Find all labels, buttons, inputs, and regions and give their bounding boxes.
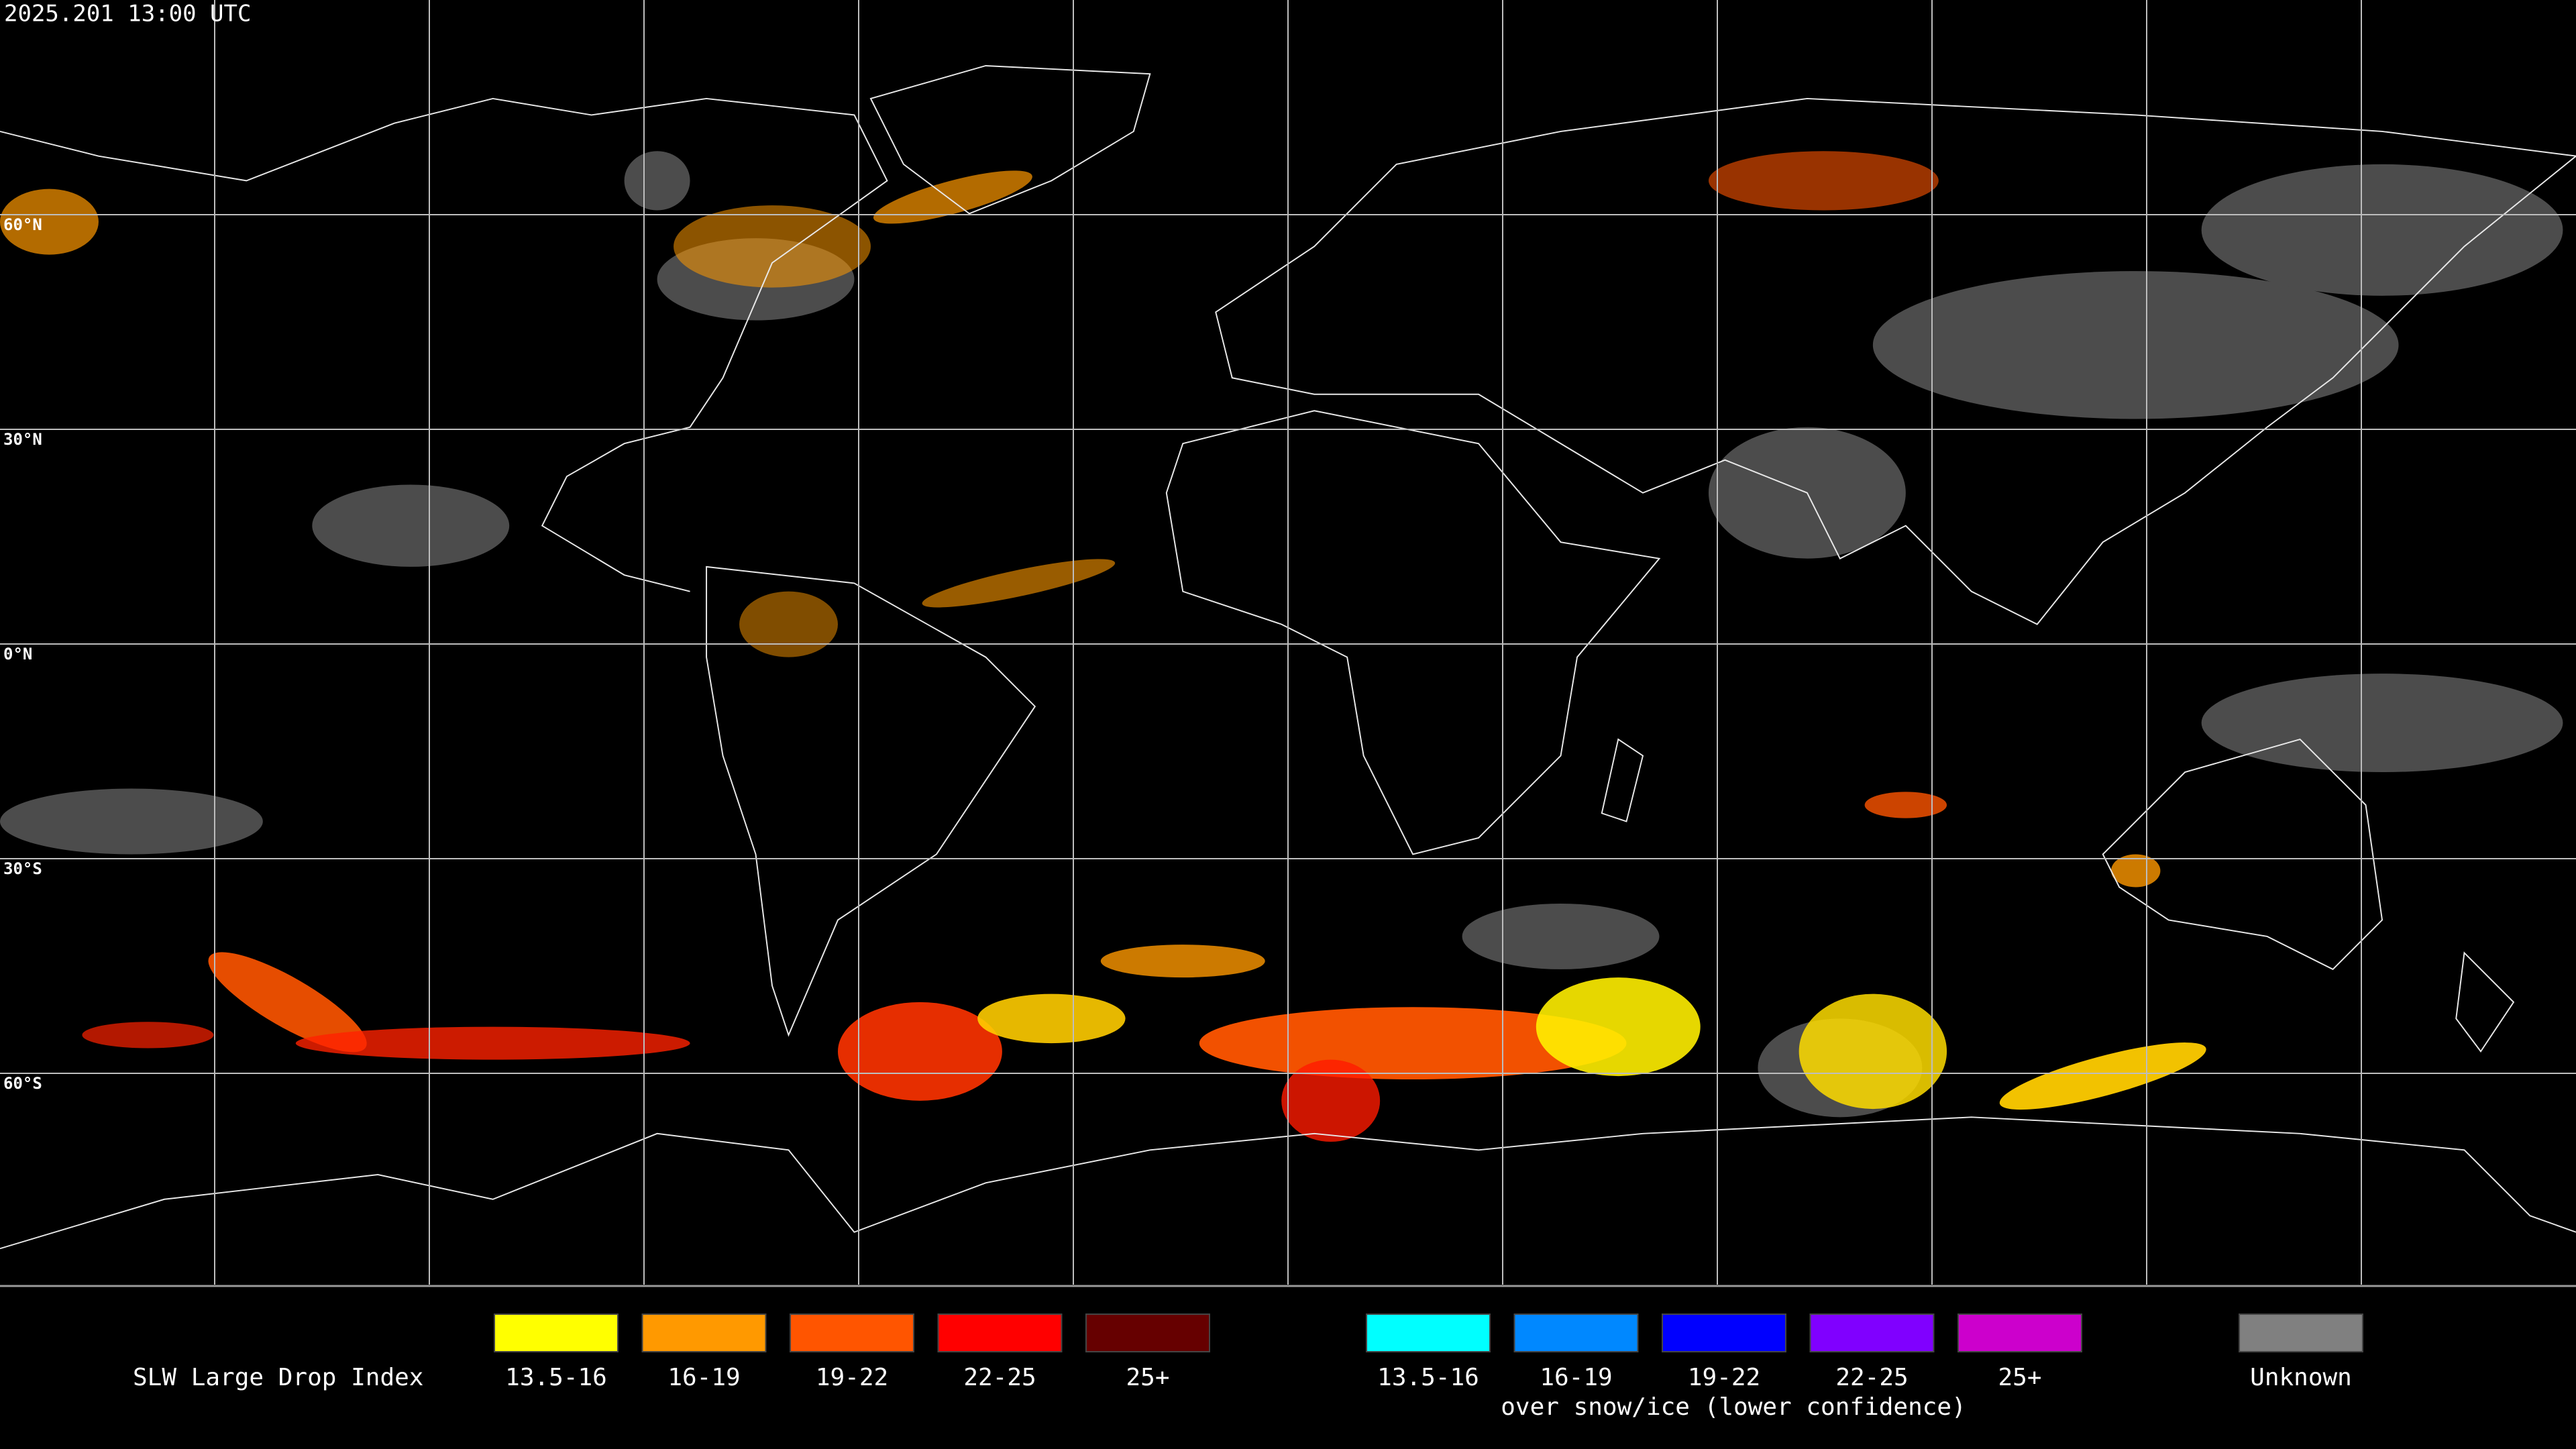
- legend-label: 13.5-16: [505, 1364, 607, 1391]
- latitude-label: 60°S: [3, 1074, 42, 1093]
- timestamp: 2025.201 13:00 UTC: [4, 1, 251, 28]
- legend-swatch: [1513, 1313, 1639, 1352]
- legend-label: 16-19: [1540, 1364, 1612, 1391]
- legend-label: 25+: [1998, 1364, 2041, 1391]
- legend-caption: over snow/ice (lower confidence): [1501, 1393, 1966, 1421]
- legend-swatch: [494, 1313, 619, 1352]
- legend-label: 19-22: [1688, 1364, 1760, 1391]
- legend-title: SLW Large Drop Index: [133, 1364, 423, 1391]
- legend-label: 16-19: [667, 1364, 740, 1391]
- legend: 13.5-16 16-19 19-22 22-25 25+ 13.5-16 16-19 19-…: [494, 1313, 2363, 1391]
- coastlines: [0, 64, 2576, 1250]
- legend-label: 25+: [1126, 1364, 1169, 1391]
- latitude-label: 60°N: [3, 215, 42, 234]
- map: [0, 0, 2576, 1287]
- legend-swatch: [641, 1313, 767, 1352]
- latitude-label: 30°S: [3, 859, 42, 878]
- legend-swatch: [790, 1313, 914, 1352]
- legend-label: Unknown: [2250, 1364, 2352, 1391]
- legend-swatch: [1809, 1313, 1935, 1352]
- map-layers: [0, 64, 2576, 1250]
- latitude-label: 0°N: [3, 645, 32, 663]
- legend-label: 22-25: [963, 1364, 1036, 1391]
- legend-swatch: [937, 1313, 1063, 1352]
- legend-label: 19-22: [816, 1364, 888, 1391]
- legend-swatch: [2239, 1313, 2363, 1352]
- legend-swatch: [1085, 1313, 1210, 1352]
- legend-swatch: [1366, 1313, 1491, 1352]
- graticule: [0, 0, 2576, 1285]
- latitude-label: 30°N: [3, 430, 42, 449]
- legend-label: 22-25: [1835, 1364, 1908, 1391]
- unknown-clouds: [0, 151, 2563, 1118]
- slw-areas: [0, 151, 2206, 1142]
- legend-swatch: [1662, 1313, 1786, 1352]
- latitude-labels: 60°N 30°N 0°N 30°S 60°S: [3, 215, 42, 1093]
- legend-label: 13.5-16: [1377, 1364, 1479, 1391]
- legend-swatch: [1957, 1313, 2082, 1352]
